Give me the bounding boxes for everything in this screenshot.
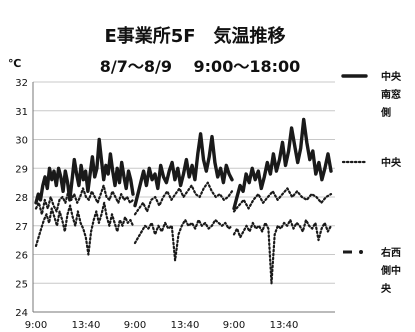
- x-tick-label: 9:00: [25, 320, 47, 331]
- y-tick-label: 28: [15, 193, 28, 204]
- y-tick-label: 27: [15, 222, 28, 233]
- series-line: [232, 117, 333, 211]
- series-lines: [34, 117, 333, 285]
- legend-label: 右西側中央: [380, 246, 401, 295]
- legend-label: 中央: [381, 156, 402, 169]
- y-tick-label: 24: [15, 308, 28, 319]
- legend-label: 中央南窓側: [380, 70, 402, 119]
- y-axis-ticks: 24 25 26 27 28 29 30 31 32: [15, 78, 28, 319]
- x-tick-label: 9:00: [223, 320, 245, 331]
- series-line: [133, 181, 234, 216]
- y-tick-label: 25: [15, 279, 28, 290]
- y-tick-label: 30: [15, 136, 28, 147]
- y-tick-label: 26: [15, 251, 28, 262]
- x-tick-label: 9:00: [124, 320, 146, 331]
- series-line: [34, 184, 135, 216]
- chart-subtitle: 8/7～8/9 9:00～18:00: [100, 57, 301, 76]
- y-axis-unit-label: ℃: [8, 57, 21, 70]
- series-line: [34, 137, 135, 205]
- x-tick-label: 13:40: [171, 320, 200, 331]
- x-axis-ticks: 9:00 13:40 9:00 13:40 9:00 13:40: [25, 320, 299, 331]
- series-line: [232, 218, 333, 285]
- series-line: [133, 132, 234, 208]
- y-tick-label: 29: [15, 164, 28, 175]
- y-tick-label: 32: [15, 78, 28, 89]
- y-tick-label: 31: [15, 107, 28, 118]
- series-line: [133, 218, 234, 262]
- grid-lines: [33, 81, 335, 284]
- series-line: [232, 187, 333, 213]
- x-tick-label: 13:40: [72, 320, 101, 331]
- chart-title: E事業所5F 気温推移: [104, 25, 285, 47]
- legend-swatch: [359, 250, 363, 254]
- series-line: [34, 201, 135, 256]
- x-tick-label: 13:40: [270, 320, 299, 331]
